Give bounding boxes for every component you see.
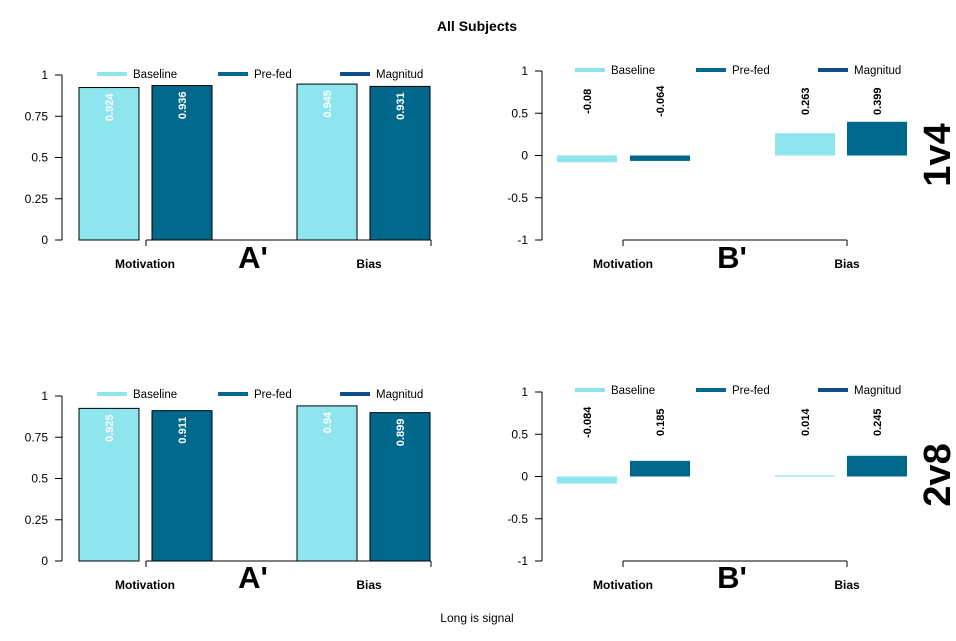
figure-footer: Long is signal	[440, 611, 513, 625]
data-label: 0.945	[322, 90, 334, 118]
bar-pre-fed-bias	[369, 412, 431, 562]
bar-baseline-bias	[775, 133, 835, 156]
data-label: 0.924	[104, 93, 116, 121]
category-label: Motivation	[115, 257, 175, 271]
data-label: 0.899	[395, 419, 407, 447]
row-label: 1v4	[917, 123, 956, 186]
legend-entry: Baseline	[611, 385, 655, 397]
data-label: 0.263	[800, 87, 812, 115]
data-label: -0.064	[655, 85, 667, 117]
y-tick-label: -1	[517, 233, 528, 247]
data-label: 0.931	[395, 92, 407, 120]
y-tick-label: -0.5	[507, 512, 528, 526]
y-tick-label: 0.5	[31, 472, 48, 486]
data-label: 0.185	[655, 408, 667, 436]
bar-baseline-motivation	[557, 155, 617, 163]
y-tick-label: 0.25	[25, 513, 49, 527]
panel-letter: B'	[717, 240, 747, 275]
legend-entry: Pre-fed	[732, 385, 770, 397]
y-tick-label: 0.5	[31, 151, 48, 165]
data-label: -0.084	[582, 406, 594, 438]
data-label: 0.911	[177, 417, 189, 444]
bar-pre-fed-motivation	[630, 155, 690, 161]
chart-panel: -1 -0.5 0 0.5 1 Motivation Bias -0.084 0.185 0.01…	[507, 385, 956, 595]
y-tick-label: 0	[521, 149, 528, 163]
legend-entry: Magnitud	[854, 65, 901, 77]
y-tick-label: 0	[41, 233, 48, 247]
y-tick-label: -0.5	[507, 191, 528, 205]
data-label: 0.399	[872, 87, 884, 115]
legend-entry: Baseline	[133, 69, 177, 81]
legend-entry: Pre-fed	[732, 65, 770, 77]
panel-letter: A'	[238, 240, 268, 275]
category-label: Motivation	[593, 578, 653, 592]
bar-pre-fed-motivation	[151, 85, 213, 241]
legend-entry: Pre-fed	[254, 69, 292, 81]
y-tick-label: 0	[41, 554, 48, 568]
legend-entry: Baseline	[611, 65, 655, 77]
y-tick-label: 0.75	[25, 109, 49, 123]
category-label: Motivation	[115, 578, 175, 592]
bar-baseline-motivation	[78, 87, 140, 241]
bar-pre-fed-bias	[369, 85, 431, 241]
legend-entry: Baseline	[133, 389, 177, 401]
chart-panel: -1 -0.5 0 0.5 1 Motivation Bias -0.08 -0.064 0.26…	[507, 64, 956, 275]
y-tick-label: 0	[521, 470, 528, 484]
y-tick-label: -1	[517, 554, 528, 568]
data-label: 0.245	[872, 408, 884, 436]
y-tick-label: 0.25	[25, 192, 49, 206]
bar-baseline-motivation	[78, 407, 140, 562]
bar-pre-fed-motivation	[151, 410, 213, 562]
bar-pre-fed-bias	[847, 121, 907, 156]
chart-panels: 0 0.25 0.5 0.75 1 Motivation Bias 0.924 0.936 0.9…	[25, 64, 956, 595]
figure-title: All Subjects	[437, 18, 517, 34]
data-label: 0.014	[800, 408, 812, 436]
bar-baseline-bias	[775, 475, 835, 477]
data-label: 0.936	[177, 92, 189, 120]
category-label: Bias	[834, 578, 860, 592]
category-label: Bias	[356, 257, 382, 271]
row-label: 2v8	[917, 443, 956, 506]
data-label: 0.94	[322, 411, 334, 433]
legend-entry: Magnitud	[376, 69, 423, 81]
chart-panel: 0 0.25 0.5 0.75 1 Motivation Bias 0.924 0.936 0.9…	[25, 68, 432, 275]
y-tick-label: 1	[521, 385, 528, 399]
y-tick-label: 1	[521, 64, 528, 78]
category-label: Motivation	[593, 257, 653, 271]
chart-panel: 0 0.25 0.5 0.75 1 Motivation Bias 0.925 0.911 0.9…	[25, 389, 432, 595]
bar-baseline-bias	[296, 83, 358, 241]
y-tick-label: 0.75	[25, 430, 49, 444]
y-tick-label: 1	[41, 389, 48, 403]
bar-pre-fed-bias	[847, 455, 907, 477]
bar-baseline-motivation	[557, 476, 617, 484]
bar-pre-fed-motivation	[630, 460, 690, 477]
panel-letter: A'	[238, 560, 268, 595]
y-tick-label: 0.5	[511, 106, 528, 120]
category-label: Bias	[834, 257, 860, 271]
data-label: -0.08	[582, 89, 594, 114]
legend-entry: Magnitud	[376, 389, 423, 401]
legend-entry: Magnitud	[854, 385, 901, 397]
y-tick-label: 1	[41, 68, 48, 82]
panel-letter: B'	[717, 560, 747, 595]
bar-baseline-bias	[296, 405, 358, 562]
data-label: 0.925	[104, 414, 116, 442]
legend-entry: Pre-fed	[254, 389, 292, 401]
y-tick-label: 0.5	[511, 427, 528, 441]
category-label: Bias	[356, 578, 382, 592]
